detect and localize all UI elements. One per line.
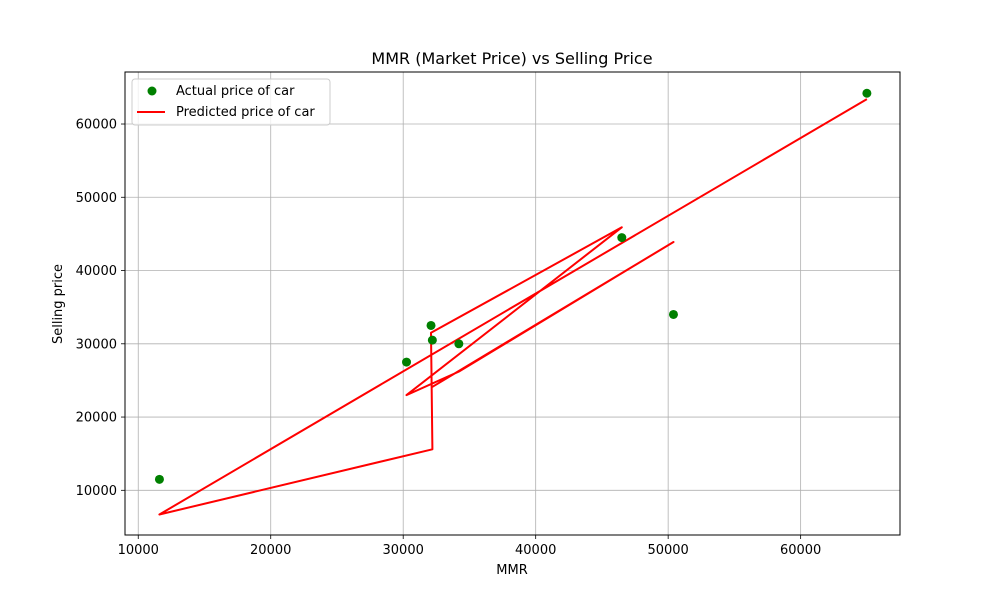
point-layer — [154, 88, 872, 484]
axes-frame — [124, 71, 901, 536]
actual-price-point — [426, 320, 436, 330]
actual-price-point — [402, 357, 412, 367]
legend-box — [131, 78, 331, 126]
x-tick-label: 40000 — [515, 543, 556, 558]
y-tick-label: 10000 — [76, 484, 117, 499]
line-layer — [158, 98, 868, 516]
x-axis-label: MMR — [496, 563, 527, 578]
y-tick-label: 60000 — [76, 118, 117, 133]
legend-label-actual: Actual price of car — [176, 84, 295, 99]
chart-title: MMR (Market Price) vs Selling Price — [371, 49, 652, 68]
y-tick-label: 40000 — [76, 264, 117, 279]
y-tick-label: 50000 — [76, 191, 117, 206]
predicted-price-line — [158, 98, 868, 516]
y-axis-label: Selling price — [51, 264, 66, 344]
tick-layer: 10000 20000 30000 40000 50000 60000 10000 20000… — [76, 118, 822, 558]
x-tick-label: 10000 — [118, 543, 159, 558]
legend: Actual price of car Predicted price of c… — [131, 78, 331, 126]
actual-price-point — [617, 233, 627, 243]
actual-price-point — [668, 309, 678, 319]
x-tick-label: 20000 — [250, 543, 291, 558]
legend-label-predicted: Predicted price of car — [176, 105, 315, 120]
y-tick-label: 30000 — [76, 337, 117, 352]
x-tick-label: 60000 — [780, 543, 821, 558]
actual-price-point — [427, 335, 437, 345]
x-tick-label: 30000 — [383, 543, 424, 558]
actual-price-point — [154, 474, 164, 484]
actual-price-point — [454, 339, 464, 349]
x-tick-label: 50000 — [647, 543, 688, 558]
y-tick-label: 20000 — [76, 411, 117, 426]
legend-marker-actual — [147, 86, 157, 96]
actual-price-point — [862, 88, 872, 98]
